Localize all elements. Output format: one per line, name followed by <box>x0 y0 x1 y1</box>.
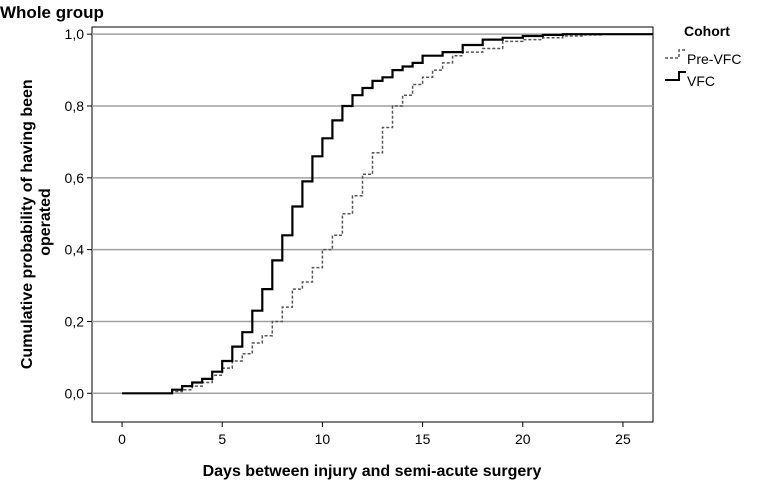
y-tick-label-4: 0,8 <box>65 98 85 114</box>
x-tick-label-3: 15 <box>415 431 431 447</box>
y-axis-label-line-2: operated <box>37 188 54 256</box>
y-tick-label-2: 0,4 <box>65 242 85 258</box>
y-tick-label-5: 1,0 <box>65 26 85 42</box>
x-tick-label-2: 10 <box>315 431 331 447</box>
y-tick-label-0: 0,0 <box>65 385 85 401</box>
x-axis: 0 5 10 15 20 25 <box>118 422 631 447</box>
y-tick-label-1: 0,2 <box>65 313 85 329</box>
x-axis-label: Days between injury and semi-acute surge… <box>203 463 542 480</box>
y-axis-label-line-1: Cumulative probability of having been <box>19 79 36 369</box>
legend-title: Cohort <box>684 23 730 39</box>
chart-title: Whole group <box>0 3 104 22</box>
series-line-pre-vfc <box>122 33 653 395</box>
y-axis-label: Cumulative probability of having been op… <box>19 75 54 369</box>
series-line-vfc <box>122 33 653 395</box>
x-tick-label-4: 20 <box>515 431 531 447</box>
legend: Cohort Pre-VFC VFC <box>665 23 741 89</box>
x-tick-label-1: 5 <box>218 431 226 447</box>
series-group <box>122 33 653 395</box>
x-tick-label-5: 25 <box>615 431 631 447</box>
x-tick-label-0: 0 <box>118 431 126 447</box>
grid-lines <box>92 33 653 395</box>
legend-label-pre-vfc: Pre-VFC <box>687 51 741 67</box>
legend-symbol-vfc <box>665 71 686 81</box>
legend-symbol-pre-vfc <box>665 49 686 59</box>
legend-label-vfc: VFC <box>687 73 715 89</box>
y-tick-label-3: 0,6 <box>65 170 85 186</box>
plot-frame <box>91 26 654 423</box>
y-axis: 0,0 0,2 0,4 0,6 0,8 1,0 <box>65 26 92 401</box>
